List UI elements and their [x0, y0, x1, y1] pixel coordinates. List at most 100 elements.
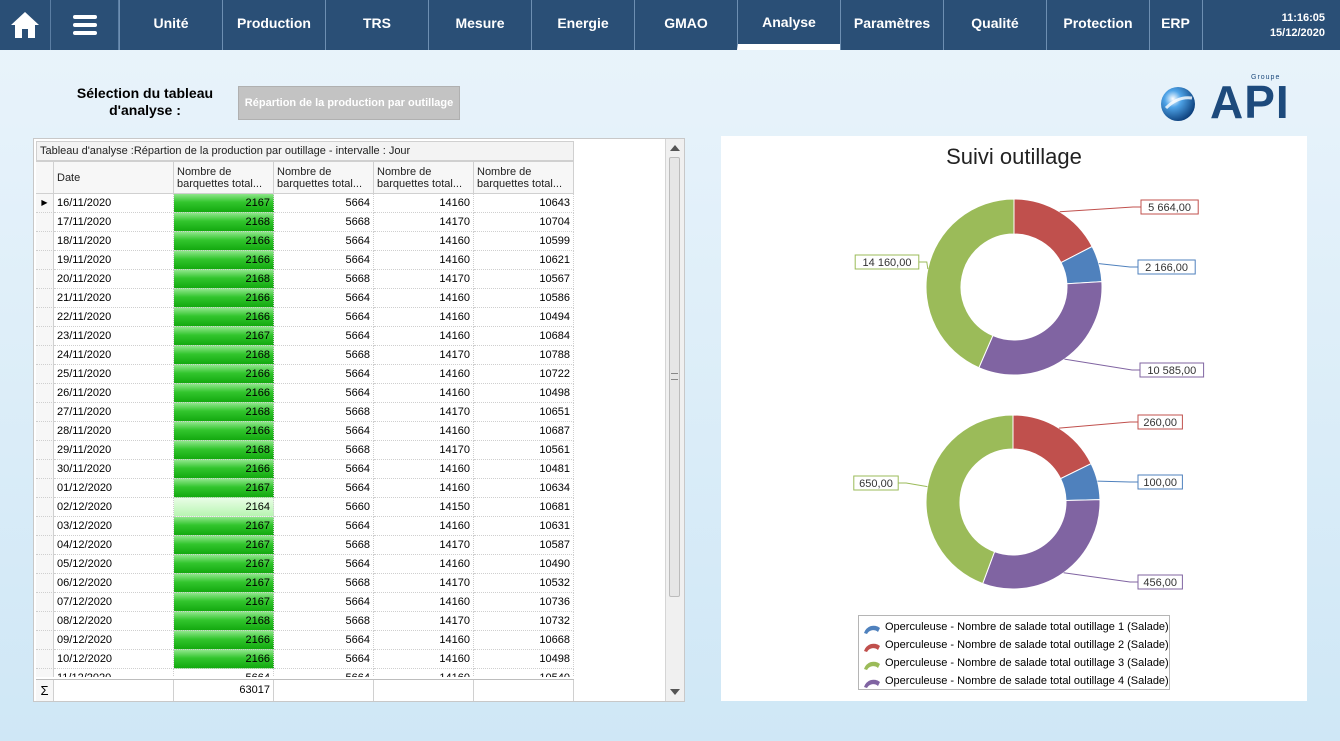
cell-value[interactable]: 5668: [274, 574, 374, 593]
cell-value[interactable]: 2166: [174, 232, 274, 251]
cell-date[interactable]: 02/12/2020: [54, 498, 174, 517]
cell-value[interactable]: 10668: [474, 631, 574, 650]
current-row-indicator-icon[interactable]: ▶: [36, 194, 54, 213]
cell-value[interactable]: 14160: [374, 631, 474, 650]
row-indicator[interactable]: [36, 479, 54, 498]
scroll-down-arrow-icon[interactable]: [670, 689, 680, 695]
cell-date[interactable]: 22/11/2020: [54, 308, 174, 327]
cell-value[interactable]: 10634: [474, 479, 574, 498]
cell-value[interactable]: 10490: [474, 555, 574, 574]
tab-erp[interactable]: ERP: [1149, 0, 1201, 50]
row-indicator[interactable]: [36, 555, 54, 574]
cell-value[interactable]: 10481: [474, 460, 574, 479]
cell-value[interactable]: 10681: [474, 498, 574, 517]
cell-value[interactable]: 5668: [274, 612, 374, 631]
row-indicator[interactable]: [36, 612, 54, 631]
cell-value[interactable]: 10621: [474, 251, 574, 270]
cell-value[interactable]: 10684: [474, 327, 574, 346]
row-indicator[interactable]: [36, 441, 54, 460]
row-indicator[interactable]: [36, 669, 54, 677]
cell-value[interactable]: 14160: [374, 251, 474, 270]
table-row[interactable]: 08/12/2020 2168 5668 14170 10732: [36, 612, 574, 631]
cell-value[interactable]: 5664: [274, 650, 374, 669]
tab-production[interactable]: Production: [222, 0, 325, 50]
cell-value[interactable]: 14170: [374, 536, 474, 555]
cell-value[interactable]: 2167: [174, 479, 274, 498]
legend-item[interactable]: Operculeuse - Nombre de salade total out…: [859, 654, 1169, 672]
cell-date[interactable]: 06/12/2020: [54, 574, 174, 593]
cell-value[interactable]: 14160: [374, 650, 474, 669]
cell-value[interactable]: 10788: [474, 346, 574, 365]
cell-value[interactable]: 10498: [474, 384, 574, 403]
row-indicator[interactable]: [36, 365, 54, 384]
column-header-date[interactable]: Date: [54, 161, 174, 194]
cell-value[interactable]: 5664: [274, 232, 374, 251]
cell-value[interactable]: 5664: [274, 194, 374, 213]
cell-value[interactable]: 2166: [174, 289, 274, 308]
table-row[interactable]: 27/11/2020 2168 5668 14170 10651: [36, 403, 574, 422]
table-row[interactable]: 22/11/2020 2166 5664 14160 10494: [36, 308, 574, 327]
cell-value[interactable]: 2167: [174, 327, 274, 346]
cell-value[interactable]: 2166: [174, 631, 274, 650]
column-header-barquettes[interactable]: Nombre de barquettes total...: [274, 161, 374, 194]
table-row[interactable]: 06/12/2020 2167 5668 14170 10532: [36, 574, 574, 593]
cell-value[interactable]: 2164: [174, 498, 274, 517]
table-row[interactable]: ▶ 16/11/2020 2167 5664 14160 10643: [36, 194, 574, 213]
cell-value[interactable]: 10643: [474, 194, 574, 213]
row-indicator[interactable]: [36, 327, 54, 346]
cell-value[interactable]: 5664: [274, 479, 374, 498]
row-indicator[interactable]: [36, 574, 54, 593]
cell-date[interactable]: 17/11/2020: [54, 213, 174, 232]
tab-mesure[interactable]: Mesure: [428, 0, 531, 50]
table-row[interactable]: 05/12/2020 2167 5664 14160 10490: [36, 555, 574, 574]
tab-trs[interactable]: TRS: [325, 0, 428, 50]
table-row[interactable]: 26/11/2020 2166 5664 14160 10498: [36, 384, 574, 403]
cell-value[interactable]: 5664: [274, 517, 374, 536]
cell-value[interactable]: 10736: [474, 593, 574, 612]
cell-value[interactable]: 2166: [174, 251, 274, 270]
cell-date[interactable]: 07/12/2020: [54, 593, 174, 612]
cell-value[interactable]: 14160: [374, 384, 474, 403]
cell-value[interactable]: 10587: [474, 536, 574, 555]
row-indicator[interactable]: [36, 308, 54, 327]
vertical-scrollbar[interactable]: [665, 139, 684, 701]
cell-value[interactable]: 10704: [474, 213, 574, 232]
cell-date[interactable]: 03/12/2020: [54, 517, 174, 536]
legend-item[interactable]: Operculeuse - Nombre de salade total out…: [859, 618, 1169, 636]
cell-value[interactable]: 14160: [374, 593, 474, 612]
cell-value[interactable]: 14170: [374, 270, 474, 289]
row-indicator[interactable]: [36, 346, 54, 365]
table-row[interactable]: 19/11/2020 2166 5664 14160 10621: [36, 251, 574, 270]
cell-value[interactable]: 5664: [274, 631, 374, 650]
cell-value[interactable]: 14160: [374, 479, 474, 498]
cell-value[interactable]: 5668: [274, 213, 374, 232]
row-indicator[interactable]: [36, 270, 54, 289]
legend-item[interactable]: Operculeuse - Nombre de salade total out…: [859, 672, 1169, 690]
cell-value[interactable]: 10540: [474, 669, 574, 677]
table-row[interactable]: 10/12/2020 2166 5664 14160 10498: [36, 650, 574, 669]
row-indicator[interactable]: [36, 593, 54, 612]
cell-date[interactable]: 19/11/2020: [54, 251, 174, 270]
table-row[interactable]: 20/11/2020 2168 5668 14170 10567: [36, 270, 574, 289]
cell-value[interactable]: 5668: [274, 403, 374, 422]
donut-1-slice-outillage-4[interactable]: [978, 281, 1103, 376]
tab-analyse[interactable]: Analyse: [737, 0, 840, 50]
cell-date[interactable]: 08/12/2020: [54, 612, 174, 631]
tab-parametres[interactable]: Paramètres: [840, 0, 943, 50]
row-indicator[interactable]: [36, 517, 54, 536]
row-indicator[interactable]: [36, 251, 54, 270]
row-indicator[interactable]: [36, 403, 54, 422]
cell-value[interactable]: 2167: [174, 194, 274, 213]
cell-value[interactable]: 10532: [474, 574, 574, 593]
table-row[interactable]: 28/11/2020 2166 5664 14160 10687: [36, 422, 574, 441]
cell-value[interactable]: 5664: [174, 669, 274, 677]
cell-date[interactable]: 11/12/2020: [54, 669, 174, 677]
cell-value[interactable]: 10561: [474, 441, 574, 460]
cell-date[interactable]: 20/11/2020: [54, 270, 174, 289]
cell-value[interactable]: 14160: [374, 308, 474, 327]
table-row[interactable]: 30/11/2020 2166 5664 14160 10481: [36, 460, 574, 479]
cell-value[interactable]: 2166: [174, 650, 274, 669]
cell-value[interactable]: 5660: [274, 498, 374, 517]
scrollbar-thumb[interactable]: [669, 157, 680, 597]
cell-value[interactable]: 14160: [374, 194, 474, 213]
